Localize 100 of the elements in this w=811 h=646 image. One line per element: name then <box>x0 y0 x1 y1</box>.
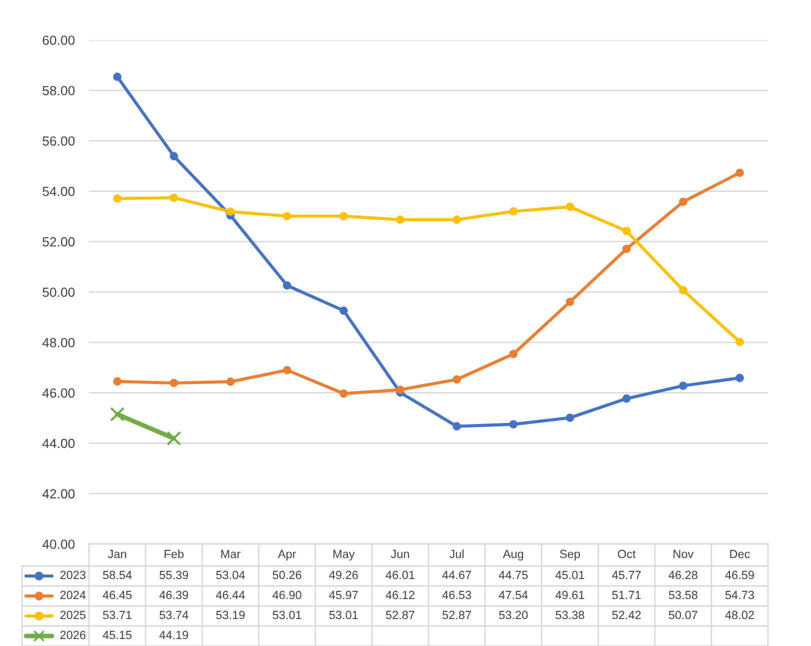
data-label: 54.73 <box>725 590 754 600</box>
data-label: 44.75 <box>498 570 528 580</box>
point <box>110 406 125 422</box>
point <box>226 378 235 386</box>
x-tick-label: Apr <box>278 550 296 561</box>
x-tick-label: Feb <box>164 549 184 558</box>
point <box>282 212 292 220</box>
point <box>396 386 404 394</box>
x-tick-label: Jun <box>390 550 409 558</box>
data-label: 47.54 <box>498 590 528 600</box>
y-tick-label: 48.00 <box>42 338 75 348</box>
point <box>339 212 348 220</box>
x-tick-label: Nov <box>674 550 694 558</box>
point <box>282 366 292 374</box>
data-label: 53.04 <box>216 570 245 580</box>
data-label: 45.97 <box>329 590 358 600</box>
legend-label: 2025 <box>60 610 86 620</box>
data-label: 53.20 <box>499 610 528 620</box>
data-label: 45.15 <box>102 630 132 640</box>
point <box>170 194 178 202</box>
point <box>113 377 122 386</box>
data-label: 53.19 <box>216 610 245 620</box>
point <box>509 420 518 428</box>
y-tick-label: 58.00 <box>42 86 75 96</box>
data-label: 48.02 <box>725 610 754 620</box>
x-tick-label: Mar <box>221 550 240 558</box>
data-label: 46.59 <box>725 570 754 580</box>
data-label: 44.67 <box>442 570 471 580</box>
data-label: 52.87 <box>386 610 414 620</box>
data-label: 53.01 <box>329 610 358 620</box>
y-tick-label: 40.00 <box>42 540 75 549</box>
y-tick-label: 60.00 <box>42 36 75 45</box>
data-label: 52.42 <box>612 610 641 620</box>
data-label: 53.01 <box>272 610 302 620</box>
point <box>736 338 744 346</box>
point <box>622 244 631 254</box>
y-tick-label: 56.00 <box>42 136 75 146</box>
point <box>678 382 688 390</box>
data-label: 45.01 <box>555 570 584 580</box>
point <box>170 378 178 388</box>
data-label: 53.38 <box>556 610 584 620</box>
point <box>339 306 348 315</box>
point <box>170 152 178 160</box>
point <box>678 286 688 294</box>
data-label: 45.77 <box>612 570 641 580</box>
data-label: 46.44 <box>216 590 245 600</box>
x-tick-label: May <box>333 550 355 561</box>
point <box>113 72 122 81</box>
point <box>452 375 461 384</box>
data-label: 52.87 <box>442 610 471 620</box>
y-tick-label: 44.00 <box>42 438 75 448</box>
point <box>509 207 518 216</box>
data-label: 53.58 <box>668 590 698 600</box>
data-label: 46.53 <box>442 590 472 600</box>
data-label: 46.01 <box>386 570 414 580</box>
point <box>226 207 235 216</box>
y-tick-label: 54.00 <box>42 186 75 196</box>
data-label: 46.90 <box>272 590 302 600</box>
y-tick-label: 46.00 <box>42 388 75 398</box>
point <box>566 202 574 211</box>
point <box>566 414 574 422</box>
x-tick-label: Jul <box>449 549 464 558</box>
data-label: 53.71 <box>102 610 132 620</box>
point <box>452 216 461 224</box>
data-label: 51.71 <box>612 590 641 600</box>
x-tick-label: Oct <box>618 550 636 558</box>
point <box>566 298 574 306</box>
data-label: 46.39 <box>159 590 188 600</box>
y-tick-label: 52.00 <box>42 237 75 247</box>
x-tick-label: Jan <box>108 550 126 558</box>
legend-label: 2023 <box>60 570 86 580</box>
data-label: 49.61 <box>555 590 584 600</box>
point <box>452 422 461 430</box>
point <box>736 374 744 382</box>
point <box>339 389 348 398</box>
data-label: 55.39 <box>160 570 188 580</box>
data-label: 46.28 <box>668 570 698 580</box>
point <box>736 168 744 177</box>
y-tick-label: 42.00 <box>42 489 75 499</box>
data-label: 50.07 <box>668 610 698 620</box>
y-tick-label: 50.00 <box>42 288 75 297</box>
legend-label: 2024 <box>60 590 86 600</box>
point <box>282 281 292 290</box>
point <box>166 431 182 446</box>
data-label: 49.26 <box>329 570 358 580</box>
x-tick-label: Dec <box>730 550 750 558</box>
point <box>113 194 122 203</box>
data-label: 46.12 <box>386 590 414 600</box>
data-label: 50.26 <box>272 570 302 580</box>
point <box>509 350 518 358</box>
point <box>622 394 631 403</box>
legend-label: 2026 <box>60 630 86 640</box>
data-label: 53.74 <box>160 610 188 620</box>
data-label: 58.54 <box>102 570 132 580</box>
point <box>678 198 688 206</box>
x-tick-label: Aug <box>502 550 524 561</box>
point <box>622 226 631 236</box>
point <box>396 216 404 224</box>
data-label: 46.45 <box>102 590 132 600</box>
x-tick-label: Sep <box>560 550 580 561</box>
